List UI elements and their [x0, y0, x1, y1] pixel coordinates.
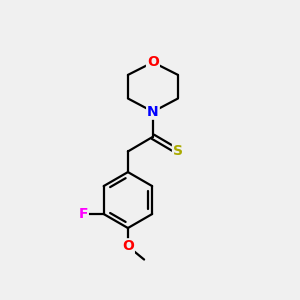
Text: N: N [147, 105, 159, 119]
Text: S: S [173, 145, 183, 158]
Text: O: O [147, 55, 159, 69]
Text: F: F [78, 207, 88, 221]
Text: O: O [122, 239, 134, 253]
